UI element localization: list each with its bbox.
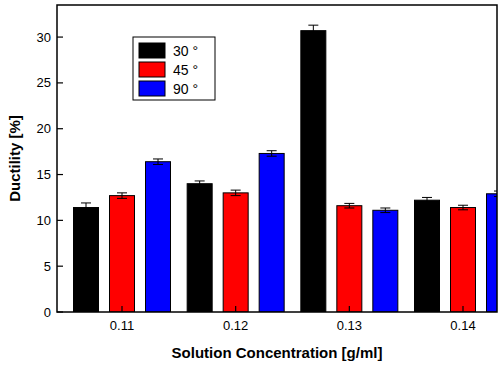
error-bar <box>267 151 277 156</box>
x-tick <box>462 306 463 312</box>
error-stem <box>235 190 236 195</box>
error-cap <box>458 209 468 210</box>
error-bar <box>344 203 354 208</box>
y-tick-label: 5 <box>44 259 51 274</box>
y-tick-label: 20 <box>37 121 51 136</box>
error-cap <box>195 180 205 181</box>
bar <box>74 208 99 312</box>
error-cap <box>117 198 127 199</box>
y-tick <box>57 36 63 37</box>
error-cap <box>153 164 163 165</box>
bar <box>110 196 135 312</box>
error-cap <box>231 195 241 196</box>
error-cap <box>422 202 432 203</box>
y-tick-label: 25 <box>37 75 51 90</box>
error-cap <box>380 212 390 213</box>
bar <box>223 193 248 312</box>
error-stem <box>158 159 159 164</box>
legend: 30 ° 45 ° 90 ° <box>133 37 215 100</box>
x-tick-label: 0.12 <box>223 318 248 333</box>
y-tick-label: 0 <box>44 305 51 320</box>
bar <box>301 31 326 312</box>
error-cap <box>231 190 241 191</box>
error-bar <box>422 197 432 202</box>
bar <box>487 194 498 312</box>
x-tick <box>349 306 350 312</box>
bar <box>337 206 362 312</box>
bar <box>451 208 476 312</box>
error-cap <box>117 192 127 193</box>
error-cap <box>308 25 318 26</box>
error-cap <box>380 207 390 208</box>
legend-swatch <box>139 62 165 77</box>
y-tick <box>57 266 63 267</box>
legend-swatch <box>139 81 165 96</box>
error-cap <box>344 203 354 204</box>
error-bar <box>153 159 163 164</box>
error-stem <box>427 197 428 202</box>
legend-label: 30 ° <box>173 43 198 59</box>
x-tick-label: 0.14 <box>450 318 475 333</box>
error-cap <box>308 36 318 37</box>
y-tick-label: 10 <box>37 213 51 228</box>
legend-swatch <box>139 43 165 58</box>
error-cap <box>344 207 354 208</box>
legend-label: 45 ° <box>173 62 198 78</box>
error-bar <box>81 203 91 212</box>
bar <box>259 153 284 312</box>
error-stem <box>349 203 350 208</box>
error-cap <box>422 197 432 198</box>
error-bar <box>231 190 241 195</box>
y-tick <box>57 82 63 83</box>
error-cap <box>81 202 91 203</box>
x-tick <box>235 306 236 312</box>
bar <box>415 200 440 312</box>
y-tick <box>57 128 63 129</box>
y-tick-label: 30 <box>37 30 51 45</box>
plot-frame <box>57 5 497 312</box>
legend-label: 90 ° <box>173 81 198 97</box>
y-tick-label: 15 <box>37 167 51 182</box>
y-tick <box>57 311 63 312</box>
bar <box>146 162 171 312</box>
x-tick <box>121 306 122 312</box>
bars <box>74 25 498 312</box>
error-stem <box>271 151 272 156</box>
error-stem <box>385 208 386 213</box>
error-cap <box>458 205 468 206</box>
x-tick-label: 0.11 <box>110 318 134 333</box>
error-bar <box>458 205 468 210</box>
bar <box>187 184 212 312</box>
y-tick <box>57 174 63 175</box>
error-stem <box>463 205 464 210</box>
error-cap <box>81 212 91 213</box>
error-bar <box>117 193 127 198</box>
error-cap <box>195 186 205 187</box>
error-cap <box>267 150 277 151</box>
x-axis-label: Solution Concentration [g/ml] <box>172 344 383 361</box>
error-bar <box>195 181 205 186</box>
error-stem <box>313 25 314 36</box>
bar <box>373 210 398 312</box>
y-axis-label: Ductility [%] <box>6 115 23 202</box>
error-cap <box>153 158 163 159</box>
error-cap <box>267 156 277 157</box>
y-tick <box>57 220 63 221</box>
error-stem <box>199 181 200 186</box>
error-stem <box>122 193 123 198</box>
error-bar <box>380 208 390 213</box>
x-tick-label: 0.13 <box>337 318 362 333</box>
chart: 0 5 10 15 20 25 30 0.11 0.12 0.13 0.14 Solution Con… <box>0 0 500 367</box>
error-stem <box>86 203 87 212</box>
error-bar <box>308 25 318 36</box>
legend-box <box>133 37 215 100</box>
